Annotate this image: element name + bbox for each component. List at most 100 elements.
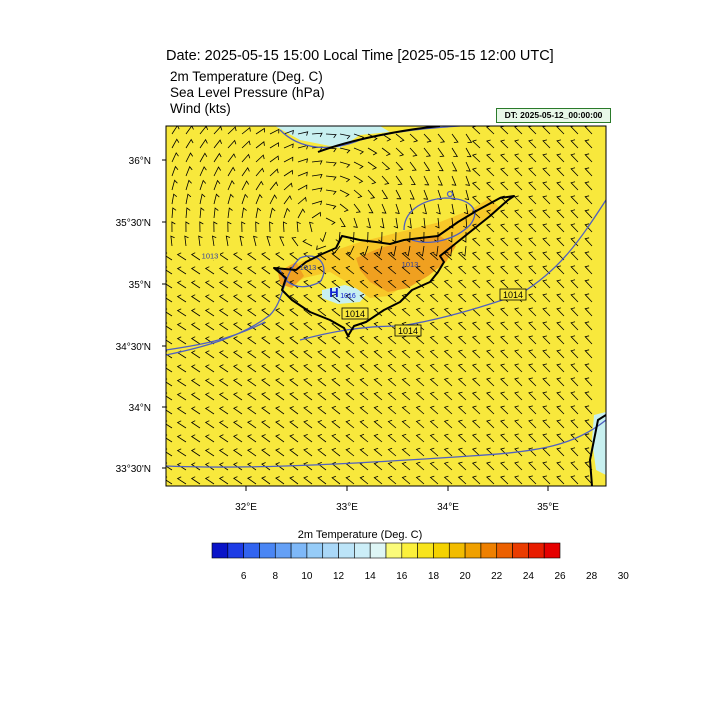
wind-barb: [556, 279, 565, 289]
wind-barb: [415, 363, 425, 373]
wind-barb: [451, 147, 459, 157]
wind-barb: [204, 434, 215, 443]
wind-barb: [218, 448, 229, 457]
wind-barb: [218, 420, 229, 429]
wind-barb: [325, 217, 336, 226]
wind-barb: [395, 133, 405, 143]
wind-barb: [233, 448, 243, 457]
wind-barb: [345, 363, 355, 373]
wind-barb: [379, 217, 385, 229]
wind-barb: [367, 161, 378, 170]
wind-barb: [584, 195, 593, 205]
wind-barb: [218, 294, 229, 303]
wind-barb: [373, 363, 383, 373]
wind-barb: [289, 434, 299, 443]
wind-barb: [317, 448, 327, 457]
wind-barb: [289, 378, 299, 387]
wind-barb: [166, 336, 173, 345]
wind-barb: [486, 349, 495, 359]
wind-barb: [316, 245, 327, 251]
wind-barb: [528, 265, 537, 275]
wind-barb: [542, 391, 551, 401]
wind-barb: [311, 187, 323, 192]
wind-barb: [395, 147, 405, 157]
wind-barb: [461, 245, 467, 257]
cool-patch-troodos: [322, 285, 368, 304]
wind-barb: [514, 363, 523, 373]
wind-barb: [166, 322, 173, 331]
wind-barb: [227, 153, 236, 163]
wind-barb: [381, 133, 392, 142]
wind-barb: [584, 349, 593, 359]
wind-barb: [204, 378, 215, 387]
wind-barb: [381, 203, 387, 214]
wind-barb: [275, 406, 285, 415]
wind-barb: [213, 126, 223, 135]
wind-barb: [185, 179, 192, 191]
wind-barb: [233, 406, 243, 415]
wind-barb: [317, 476, 327, 485]
wind-barb: [387, 433, 397, 443]
wind-barb: [471, 405, 481, 415]
wind-barb: [500, 209, 509, 219]
wind-barb: [345, 475, 355, 485]
colorbar-label: 28: [586, 571, 598, 582]
wind-barb: [233, 266, 243, 275]
wind-barb: [345, 391, 355, 401]
wind-barb: [359, 363, 369, 373]
wind-barb: [556, 237, 565, 247]
wind-barb: [233, 280, 243, 289]
wind-barb: [401, 419, 411, 429]
wind-barb: [514, 377, 523, 387]
wind-barb: [429, 391, 439, 401]
wind-barb: [275, 252, 285, 261]
wind-barb: [435, 217, 440, 229]
wind-barb: [401, 377, 411, 387]
colorbar-swatch: [543, 542, 561, 559]
wind-barb: [457, 433, 467, 443]
wind-barb: [302, 238, 313, 247]
wind-barb: [353, 217, 358, 228]
wind-barb: [514, 139, 523, 149]
wind-barb: [339, 147, 351, 154]
wind-barb: [570, 265, 579, 275]
wind-barb: [429, 307, 439, 317]
wind-barb: [218, 406, 229, 415]
wind-barb: [241, 126, 251, 135]
wind-barb: [409, 175, 416, 185]
lat-tick-35-30n: 35°30'N: [116, 218, 151, 229]
wind-barb: [528, 237, 537, 247]
wind-barb: [584, 447, 593, 457]
wind-barb: [429, 475, 439, 485]
wind-barb: [373, 405, 383, 415]
wind-barb: [246, 392, 257, 401]
colorbar-title: 2m Temperature (Deg. C): [297, 529, 423, 541]
wind-barb: [542, 461, 551, 471]
wind-barb: [423, 147, 431, 157]
wind-barb: [218, 266, 229, 275]
wind-barb: [514, 419, 523, 429]
wind-barb: [528, 405, 537, 415]
wind-barb: [471, 139, 481, 149]
wind-barb: [556, 265, 565, 275]
wind-barb: [500, 461, 509, 471]
wind-barb: [213, 207, 219, 219]
wind-barb: [422, 203, 427, 215]
wind-barb: [401, 447, 411, 457]
wind-barb: [542, 447, 551, 457]
wind-barb: [246, 336, 257, 345]
wind-barb: [359, 293, 369, 303]
wind-barb: [500, 223, 509, 233]
wind-barb: [331, 377, 341, 387]
wind-barb: [339, 175, 351, 183]
wind-barb: [471, 335, 481, 345]
isobar-label-1013-island: 1013: [402, 260, 419, 269]
wind-barb: [204, 266, 215, 275]
wind-barb: [297, 208, 306, 219]
wind-barb: [528, 363, 537, 373]
wind-barb: [542, 153, 551, 163]
wind-barb: [542, 139, 551, 149]
wind-barb: [359, 335, 369, 345]
wind-barb: [500, 167, 509, 177]
wind-barb: [176, 280, 187, 289]
